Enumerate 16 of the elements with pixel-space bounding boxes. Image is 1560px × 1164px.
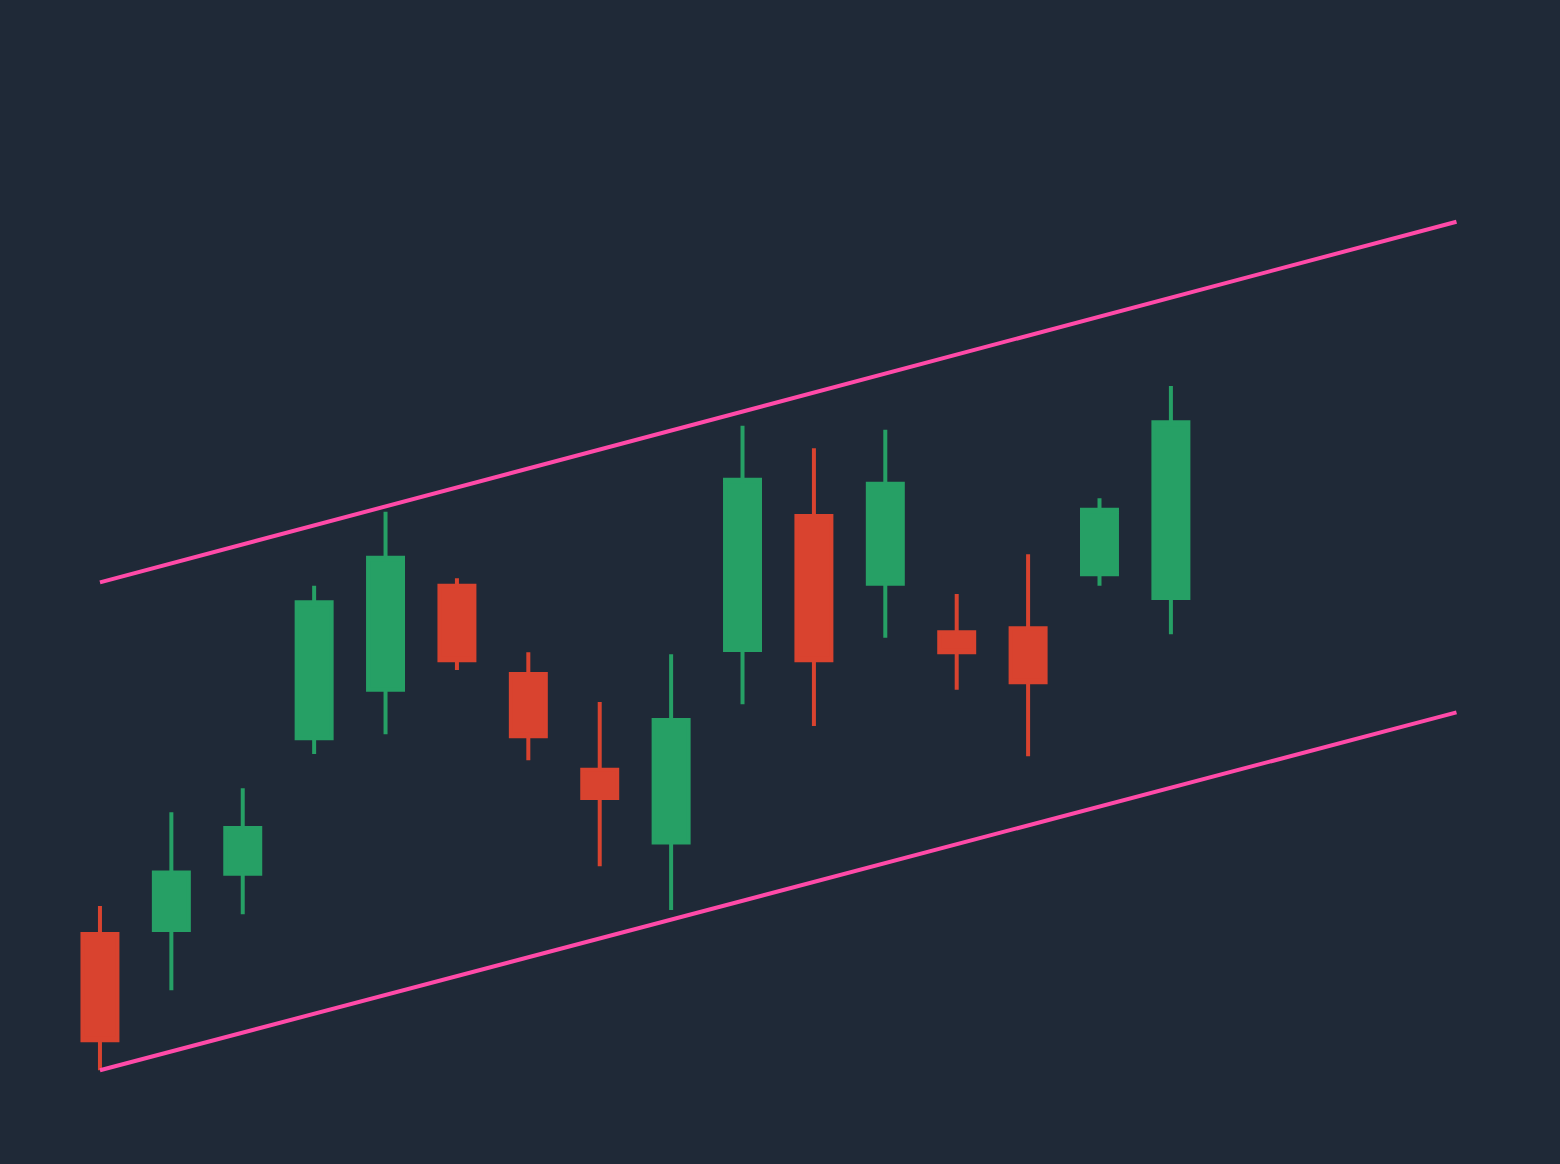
candlestick xyxy=(723,423,762,707)
candlestick xyxy=(1008,552,1048,759)
candlestick xyxy=(580,700,620,869)
candlestick xyxy=(865,427,905,640)
candlestick xyxy=(1151,383,1191,637)
candlestick xyxy=(437,576,477,672)
candlestick xyxy=(794,446,834,729)
candlestick xyxy=(294,583,334,757)
candlestick xyxy=(937,591,977,692)
candlestick xyxy=(223,786,263,917)
candlestick xyxy=(1080,496,1119,588)
candlestick xyxy=(151,810,191,993)
candlestick xyxy=(80,904,120,1073)
candlestick xyxy=(366,509,406,737)
candlestick xyxy=(508,650,548,763)
candlestick xyxy=(651,652,691,913)
